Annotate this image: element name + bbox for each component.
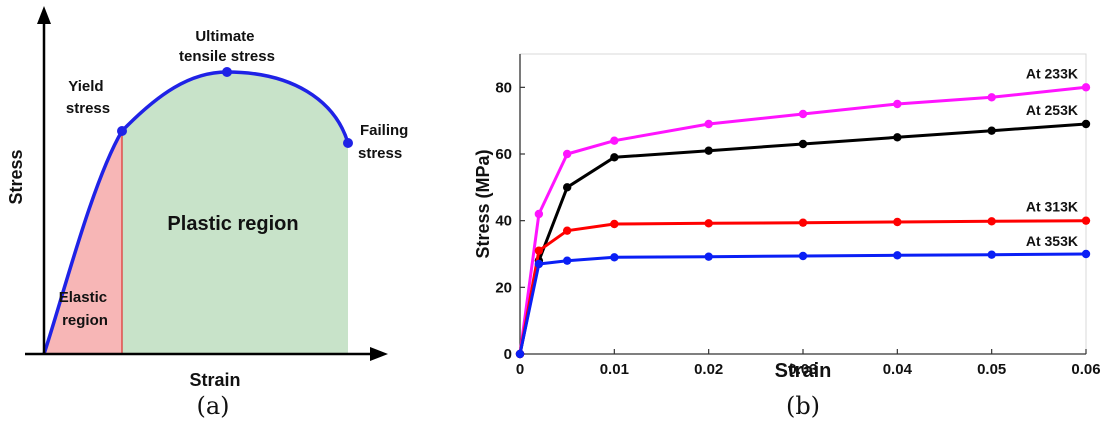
- failing-point: [343, 138, 353, 148]
- stress-axis-label: Stress: [6, 149, 26, 204]
- data-point-at-313k: [704, 219, 713, 228]
- data-point-at-253k: [704, 146, 713, 155]
- elastic-region-label: Elastic region: [59, 289, 112, 329]
- data-point-at-353k: [704, 252, 713, 261]
- data-point-at-313k: [893, 217, 902, 227]
- data-point-at-233k: [893, 99, 902, 109]
- data-point-at-233k: [798, 109, 808, 119]
- x-tick-label: 0.04: [883, 361, 913, 378]
- stress-strain-diagram: Yield stress Ultimate tensile stress Fai…: [6, 6, 413, 420]
- data-point-at-253k: [893, 133, 902, 142]
- strain-axis-label: Strain: [189, 370, 240, 390]
- data-point-at-353k: [798, 251, 808, 261]
- x-tick-label: 0.03: [788, 361, 817, 378]
- data-point-at-233k: [1081, 83, 1091, 92]
- series-label-at-313k: At 313K: [1026, 199, 1078, 215]
- y-tick-label: 60: [495, 146, 512, 163]
- series-line-at-253k: [518, 122, 1087, 355]
- series-label-at-233k: At 233K: [1026, 65, 1078, 81]
- failing-stress-label: Failing stress: [358, 122, 413, 162]
- data-point-at-313k: [798, 218, 808, 227]
- data-point-at-253k: [987, 126, 996, 135]
- data-point-at-353k: [1081, 249, 1091, 259]
- series-line-at-313k: [518, 219, 1087, 355]
- x-tick-label: 0.02: [694, 361, 723, 378]
- stress-axis-arrow: [37, 6, 51, 24]
- plot-frame: [519, 53, 1087, 355]
- data-point-at-353k: [987, 250, 996, 259]
- data-point-at-233k: [704, 119, 713, 129]
- data-point-at-253k: [798, 139, 808, 149]
- data-point-at-313k: [1081, 216, 1091, 225]
- elastic-region-fill: [44, 131, 122, 354]
- y-tick-label: 40: [495, 213, 512, 230]
- data-point-at-313k: [987, 217, 996, 226]
- data-point-at-233k: [610, 136, 619, 145]
- data-point-at-313k: [610, 219, 619, 229]
- series-line-at-353k: [518, 252, 1087, 355]
- stress-strain-curve: [42, 70, 350, 355]
- data-point-at-353k: [610, 253, 619, 262]
- y-axis-label: Stress (MPa): [473, 149, 493, 258]
- data-point-at-353k: [515, 349, 525, 359]
- data-point-at-253k: [610, 153, 619, 162]
- data-point-at-233k: [534, 209, 544, 219]
- x-tick-label: 0: [516, 361, 524, 378]
- plastic-region-label: Plastic region: [167, 213, 298, 235]
- y-tick-label: 80: [495, 79, 512, 96]
- x-tick-label: 0.01: [600, 361, 629, 378]
- ultimate-tensile-stress-label: Ultimate tensile stress: [179, 28, 275, 65]
- series-label-at-353k: At 353K: [1026, 233, 1078, 249]
- data-point-at-353k: [562, 256, 572, 265]
- ultimate-point: [222, 67, 232, 77]
- data-point-at-233k: [987, 93, 996, 102]
- data-point-at-313k: [534, 246, 544, 255]
- y-tick-label: 0: [504, 346, 512, 363]
- data-point-at-353k: [534, 259, 544, 269]
- caption-a: (a): [196, 392, 229, 420]
- series-label-at-253k: At 253K: [1026, 102, 1078, 118]
- x-tick-label: 0.05: [977, 361, 1006, 378]
- x-axis-label: Strain: [775, 360, 832, 382]
- data-point-at-313k: [562, 226, 572, 235]
- x-tick-label: 0.06: [1071, 361, 1100, 378]
- caption-b: (b): [786, 392, 820, 420]
- strain-axis-arrow: [370, 347, 388, 361]
- y-tick-label: 20: [495, 279, 512, 296]
- yield-stress-label: Yield stress: [66, 78, 110, 117]
- data-point-at-353k: [893, 251, 902, 260]
- plastic-region-fill: [122, 72, 348, 354]
- data-point-at-253k: [562, 183, 572, 192]
- data-point-at-253k: [1081, 119, 1091, 129]
- stress-strain-line-chart: 0 0.01 0.02 0.03 0.04 0.05 0.06 0 20 40 60 80 At 23…: [473, 53, 1101, 420]
- data-point-at-233k: [562, 149, 572, 159]
- yield-point: [117, 126, 127, 136]
